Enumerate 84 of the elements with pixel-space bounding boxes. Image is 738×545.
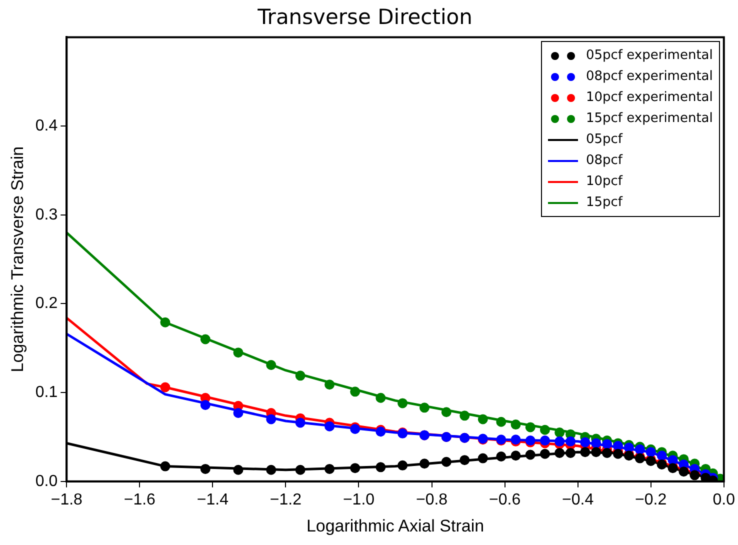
point xyxy=(634,444,645,454)
point xyxy=(233,464,244,475)
y-tick-label: 0.3 xyxy=(35,206,58,224)
point xyxy=(540,424,550,435)
point xyxy=(295,464,306,475)
x-tick-label: −0.2 xyxy=(635,491,667,508)
point xyxy=(510,450,521,461)
point xyxy=(200,334,210,344)
x-tick-label: 0.0 xyxy=(712,491,736,508)
point xyxy=(460,455,470,466)
point xyxy=(496,416,506,427)
point xyxy=(233,408,244,418)
point xyxy=(160,382,170,392)
legend-label: 15pcf experimental xyxy=(586,110,713,128)
legend-label: 10pcf experimental xyxy=(586,89,713,108)
point xyxy=(200,464,210,474)
x-axis-title: Logarithmic Axial Strain xyxy=(306,516,484,536)
point xyxy=(266,414,276,424)
point xyxy=(540,436,550,446)
point xyxy=(460,410,470,421)
x-tick-label: −1.8 xyxy=(50,491,83,508)
point xyxy=(656,450,667,461)
point xyxy=(496,452,506,462)
point xyxy=(350,386,360,397)
point xyxy=(602,448,612,458)
point xyxy=(233,348,244,358)
point xyxy=(350,463,360,474)
y-tick-label: 0.1 xyxy=(35,384,58,401)
point xyxy=(525,450,536,460)
point xyxy=(510,420,521,430)
legend-label: 05pcf experimental xyxy=(586,47,713,66)
point xyxy=(602,439,612,450)
y-tick-label: 0.0 xyxy=(35,472,58,490)
x-tick-label: −1.6 xyxy=(124,491,156,508)
point xyxy=(441,407,452,418)
y-tick-label: 0.2 xyxy=(35,295,58,312)
point xyxy=(441,456,452,467)
point xyxy=(580,437,590,448)
point xyxy=(324,421,335,432)
point xyxy=(624,442,634,453)
point xyxy=(554,448,565,458)
point xyxy=(398,398,408,408)
point xyxy=(525,422,536,432)
point xyxy=(646,447,656,458)
point xyxy=(580,447,590,458)
x-tick-label: −1.0 xyxy=(342,491,375,508)
point xyxy=(419,402,430,413)
legend-label: 08pcf xyxy=(586,152,623,170)
point xyxy=(540,448,550,459)
point xyxy=(324,380,335,390)
legend-label: 15pcf xyxy=(586,194,623,212)
legend-label: 10pcf xyxy=(586,173,623,192)
point xyxy=(160,461,170,472)
point xyxy=(324,464,335,474)
point xyxy=(554,428,565,438)
point xyxy=(612,440,623,451)
point xyxy=(398,460,408,470)
x-tick-label: −1.2 xyxy=(270,491,302,508)
x-tick-label: −1.4 xyxy=(196,491,229,508)
point xyxy=(160,317,170,328)
point xyxy=(419,458,430,469)
point xyxy=(478,453,488,464)
point xyxy=(266,360,276,370)
point xyxy=(295,418,306,428)
point xyxy=(612,448,623,459)
point xyxy=(566,448,576,458)
point xyxy=(376,462,386,472)
legend-label: 08pcf experimental xyxy=(586,68,713,86)
point xyxy=(295,370,306,381)
x-tick-label: −0.8 xyxy=(416,491,448,508)
y-axis-title: Logarithmic Transverse Strain xyxy=(8,146,27,372)
y-tick-label: 0.4 xyxy=(35,117,58,134)
point xyxy=(591,447,602,458)
point xyxy=(591,438,602,448)
point xyxy=(266,464,276,475)
point xyxy=(200,400,210,410)
x-tick-label: −0.6 xyxy=(489,491,521,508)
x-tick-label: −0.4 xyxy=(562,491,594,508)
legend-label: 05pcf xyxy=(586,131,623,150)
chart-title: Transverse Direction xyxy=(256,5,472,30)
point xyxy=(566,436,576,446)
point xyxy=(554,436,565,446)
point xyxy=(376,392,386,403)
point xyxy=(478,414,488,424)
